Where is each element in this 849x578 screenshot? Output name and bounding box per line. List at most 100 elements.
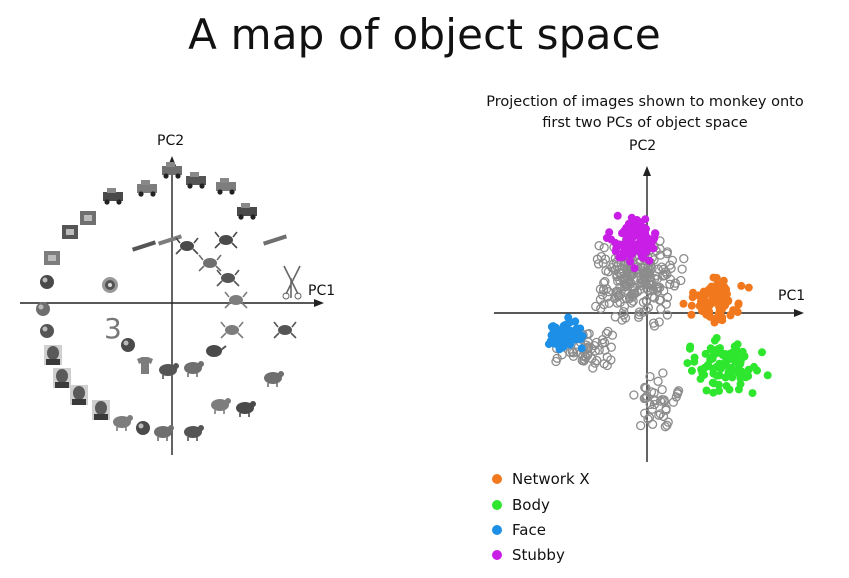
body-point — [750, 362, 758, 371]
other-image-point — [650, 396, 660, 406]
stubby-point — [643, 234, 652, 243]
other-image-point — [643, 414, 653, 424]
network-x-point — [737, 281, 746, 290]
network-x-point — [719, 276, 728, 285]
network-x-point — [715, 308, 724, 317]
other-image-point — [652, 274, 662, 284]
other-image-point — [629, 390, 639, 400]
face-icon — [92, 400, 110, 420]
other-image-point — [620, 279, 630, 290]
body-point — [715, 371, 724, 380]
scorpion-icon — [273, 321, 297, 339]
tractor-icon — [186, 172, 206, 189]
other-image-point — [632, 287, 642, 297]
body-point — [713, 345, 722, 354]
other-image-point — [662, 310, 673, 320]
insect-icon — [214, 231, 238, 249]
tank-icon — [237, 203, 257, 220]
face-point — [572, 326, 581, 335]
body-point — [703, 361, 712, 369]
scatter-points — [544, 211, 772, 432]
other-image-point — [606, 342, 616, 352]
dart-board-icon — [102, 277, 118, 293]
stubby-point — [634, 222, 643, 231]
other-image-point — [661, 405, 671, 415]
projection-chart: Projection of images shown to monkey ont… — [486, 94, 805, 564]
fish-icon — [184, 361, 204, 377]
lipstick-icon — [131, 240, 157, 252]
other-image-point — [638, 297, 649, 307]
body-point — [732, 357, 741, 366]
stubby-point — [636, 233, 645, 242]
body-point — [714, 380, 723, 389]
body-point — [687, 366, 696, 375]
rooster-icon — [236, 401, 256, 417]
stubby-point — [615, 240, 624, 249]
stubby-point — [630, 264, 639, 273]
stubby-point — [639, 253, 648, 262]
cow-icon — [159, 363, 179, 379]
network-x-point — [722, 289, 731, 298]
other-image-point — [647, 404, 657, 414]
elephant-icon — [154, 425, 174, 441]
stubby-point — [613, 211, 622, 220]
face-point — [559, 324, 568, 333]
body-point — [732, 366, 741, 375]
stubby-point — [605, 228, 614, 237]
chart-legend: Network X Body Face Stubby — [492, 470, 590, 564]
body-point — [702, 386, 711, 395]
face-point — [551, 332, 559, 341]
octopus-icon — [224, 291, 248, 309]
stubby-point — [645, 256, 654, 265]
network-x-point — [687, 301, 696, 310]
other-image-point — [610, 265, 620, 275]
other-image-point — [653, 264, 663, 274]
face-point — [560, 337, 569, 346]
bird-icon — [264, 371, 284, 387]
chart-pc2-arrowhead-icon — [643, 166, 651, 176]
stubby-point — [611, 247, 620, 256]
other-image-point — [594, 241, 604, 251]
forklift-icon — [216, 178, 236, 195]
body-point — [722, 382, 731, 390]
plant-icon — [216, 269, 240, 287]
other-image-point — [603, 267, 614, 277]
pc1-axis-label: PC1 — [308, 283, 335, 299]
other-image-point — [647, 263, 657, 274]
other-image-point — [612, 298, 622, 308]
bus-icon — [103, 188, 123, 205]
other-image-point — [654, 410, 664, 420]
other-image-point — [572, 347, 582, 357]
network-x-point — [704, 301, 713, 310]
scissors-icon — [282, 265, 302, 300]
network-x-point — [679, 299, 688, 308]
other-image-point — [665, 279, 675, 289]
camera-icon — [80, 211, 96, 225]
other-image-point — [679, 253, 689, 264]
face-point — [551, 323, 560, 332]
other-image-point — [653, 376, 663, 386]
network-x-point — [709, 292, 718, 301]
ball-icon — [40, 324, 54, 338]
other-image-point — [662, 292, 673, 303]
other-image-point — [607, 330, 618, 340]
other-image-point — [644, 269, 655, 279]
lobster-icon — [220, 321, 244, 339]
legend-marker-body — [492, 500, 502, 510]
coin-icon — [36, 302, 50, 316]
body-point — [706, 344, 715, 353]
radio-icon — [44, 251, 60, 265]
other-image-point — [676, 275, 686, 286]
other-image-point — [667, 255, 678, 266]
other-image-point — [597, 290, 608, 300]
other-image-point — [622, 278, 632, 288]
body-point — [724, 368, 733, 377]
other-image-point — [636, 420, 646, 431]
network-x-point — [729, 306, 738, 315]
chart-pc1-label: PC1 — [778, 288, 805, 304]
stubby-point — [640, 245, 649, 254]
other-image-point — [677, 264, 687, 274]
other-image-point — [641, 278, 651, 289]
legend-label-stubby: Stubby — [512, 546, 565, 564]
stubby-point — [626, 257, 635, 266]
